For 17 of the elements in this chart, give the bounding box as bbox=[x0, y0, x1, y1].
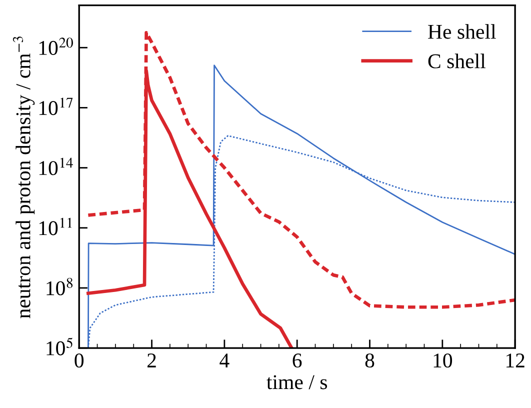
x-tick-label: 6 bbox=[292, 354, 302, 368]
y-tick-label: 10$^{20}$ bbox=[39, 38, 73, 55]
x-tick-label: 10 bbox=[434, 353, 452, 368]
y-tick-label: 10$^{5}$ bbox=[46, 338, 72, 356]
y-tick-label: 10$^{11}$ bbox=[39, 218, 72, 236]
x-tick-label: 4 bbox=[220, 354, 230, 368]
y-tick-label: 10$^{8}$ bbox=[46, 278, 73, 296]
legend-label: He shell bbox=[428, 24, 496, 39]
x-tick-label: 8 bbox=[365, 353, 374, 368]
x-tick-label: 2 bbox=[147, 354, 156, 368]
y-tick-label: 10$^{17}$ bbox=[39, 98, 73, 116]
x-tick-label: 12 bbox=[506, 354, 524, 368]
y-axis-title: neutron and proton density / cm$^{−3}$ bbox=[12, 36, 35, 318]
y-tick-label: 10$^{14}$ bbox=[39, 158, 73, 176]
legend-label: C shell bbox=[428, 54, 486, 68]
x-axis-title: time / s bbox=[266, 375, 328, 390]
x-tick-label: 0 bbox=[74, 353, 84, 368]
